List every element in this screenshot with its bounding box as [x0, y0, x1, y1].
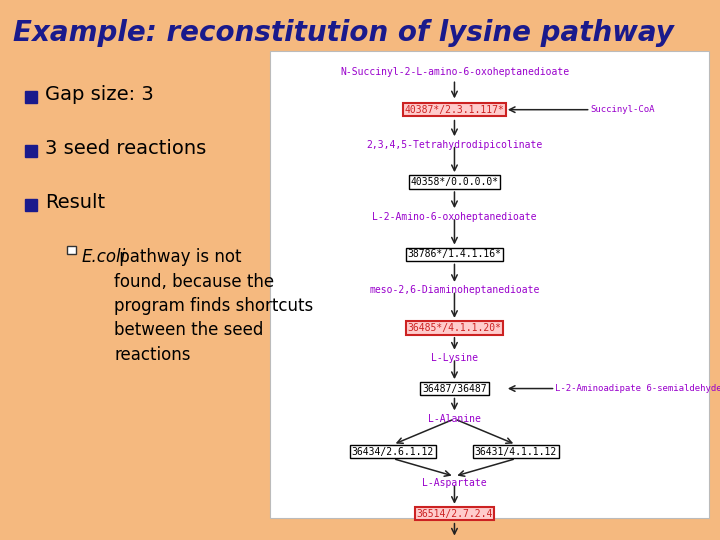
Text: pathway is not
found, because the
program finds shortcuts
between the seed
react: pathway is not found, because the progra… — [114, 248, 314, 363]
Text: Succinyl-CoA: Succinyl-CoA — [590, 105, 655, 114]
Text: N-Succinyl-2-L-amino-6-oxoheptanedioate: N-Succinyl-2-L-amino-6-oxoheptanedioate — [340, 68, 569, 77]
Text: meso-2,6-Diaminoheptanedioate: meso-2,6-Diaminoheptanedioate — [369, 286, 540, 295]
Text: L-Lysine: L-Lysine — [431, 353, 478, 363]
Text: E.coli: E.coli — [81, 248, 125, 266]
Text: 36434/2.6.1.12: 36434/2.6.1.12 — [352, 447, 434, 457]
Text: 2,3,4,5-Tetrahydrodipicolinate: 2,3,4,5-Tetrahydrodipicolinate — [366, 140, 543, 150]
Text: 38786*/1.4.1.16*: 38786*/1.4.1.16* — [408, 249, 501, 260]
Text: 40387*/2.3.1.117*: 40387*/2.3.1.117* — [405, 105, 505, 114]
Bar — [25, 199, 37, 211]
Text: Result: Result — [45, 193, 106, 212]
Text: 36487/36487: 36487/36487 — [422, 383, 487, 394]
Text: L-2-Aminoadipate 6-semialdehyde: L-2-Aminoadipate 6-semialdehyde — [556, 384, 720, 393]
Bar — [25, 91, 37, 103]
Text: 3 seed reactions: 3 seed reactions — [45, 139, 207, 158]
Bar — [270, 51, 709, 518]
Text: L-2-Amino-6-oxoheptanedioate: L-2-Amino-6-oxoheptanedioate — [372, 212, 536, 222]
Bar — [25, 145, 37, 157]
Text: 40358*/0.0.0.0*: 40358*/0.0.0.0* — [410, 177, 498, 187]
Text: Example: reconstitution of lysine pathway: Example: reconstitution of lysine pathwa… — [13, 19, 674, 47]
Text: 36431/4.1.1.12: 36431/4.1.1.12 — [474, 447, 557, 457]
Bar — [67, 246, 76, 254]
Text: 36514/2.7.2.4: 36514/2.7.2.4 — [416, 509, 492, 519]
Text: Gap size: 3: Gap size: 3 — [45, 85, 154, 104]
Text: L-Aspartate: L-Aspartate — [422, 478, 487, 488]
Text: L-Alanine: L-Alanine — [428, 414, 481, 424]
Text: 36485*/4.1.1.20*: 36485*/4.1.1.20* — [408, 323, 501, 333]
